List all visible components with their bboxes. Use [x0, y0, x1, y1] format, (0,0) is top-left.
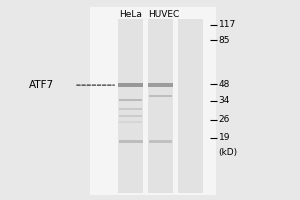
Bar	[178, 19, 203, 193]
Bar	[148, 83, 173, 87]
Bar	[118, 19, 143, 193]
Text: (kD): (kD)	[219, 148, 238, 157]
Bar	[118, 83, 143, 87]
Bar	[119, 115, 142, 117]
Bar	[119, 108, 142, 110]
Text: 85: 85	[219, 36, 230, 45]
Text: 117: 117	[219, 20, 236, 29]
Bar	[148, 140, 172, 143]
Bar	[119, 121, 142, 123]
Text: 48: 48	[219, 80, 230, 89]
Text: HUVEC: HUVEC	[148, 10, 179, 19]
Bar	[118, 140, 142, 143]
Text: 26: 26	[219, 115, 230, 124]
Bar	[119, 99, 142, 101]
Bar	[148, 19, 173, 193]
Bar	[149, 95, 172, 97]
Text: HeLa: HeLa	[119, 10, 142, 19]
Text: ATF7: ATF7	[28, 80, 54, 90]
Text: 34: 34	[219, 96, 230, 105]
Bar	[90, 7, 216, 195]
Text: 19: 19	[219, 133, 230, 142]
